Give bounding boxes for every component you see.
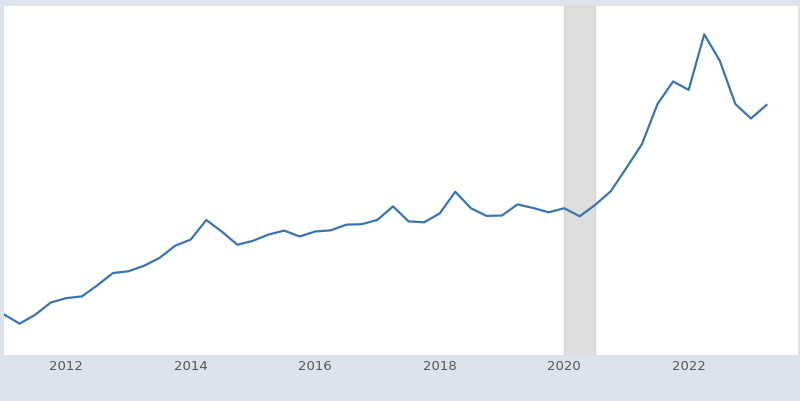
Bar xyxy=(564,6,595,355)
